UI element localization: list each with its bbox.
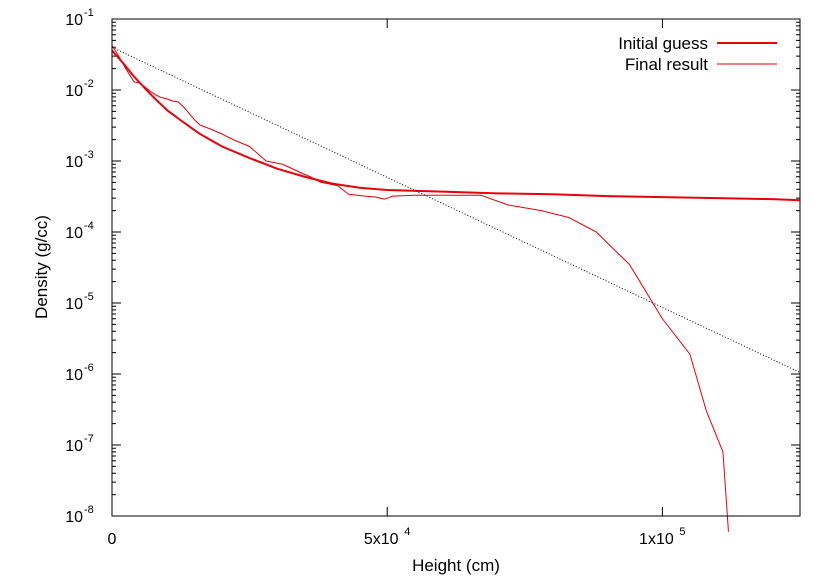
y-tick-exponent: -6 xyxy=(84,362,94,374)
legend-label: Final result xyxy=(625,55,708,74)
tick-marks xyxy=(111,18,800,517)
legend-label: Initial guess xyxy=(618,34,708,53)
y-tick-label: 10 -7 xyxy=(65,433,94,455)
y-tick-label: 10 -6 xyxy=(65,362,94,384)
x-tick-label: 1x10 5 xyxy=(639,526,685,548)
series-line-initial-guess xyxy=(111,49,801,202)
y-tick-exponent: -3 xyxy=(84,149,94,161)
series-line-final-result xyxy=(111,45,729,532)
y-tick-label: 10 -4 xyxy=(65,220,94,242)
y-tick-exponent: -4 xyxy=(84,220,94,232)
y-tick-base: 10 xyxy=(65,438,83,455)
x-tick-exponent: 5 xyxy=(679,526,685,538)
y-tick-exponent: -7 xyxy=(84,433,94,445)
legend: Initial guess Final result xyxy=(618,34,777,74)
x-tick-base: 1x10 xyxy=(639,531,674,548)
y-tick-label: 10 -5 xyxy=(65,291,94,313)
y-tick-label: 10 -2 xyxy=(65,78,94,100)
x-tick-base: 5x10 xyxy=(364,531,399,548)
y-tick-label: 10 -3 xyxy=(65,149,94,171)
tick-labels: 10 -810 -710 -610 -510 -410 -310 -210 -10 5x10 4 1x… xyxy=(65,7,685,548)
y-tick-exponent: -8 xyxy=(84,504,94,516)
plot-frame xyxy=(111,18,801,517)
x-tick-label: 0 xyxy=(108,531,117,548)
x-tick-label: 5x10 4 xyxy=(364,526,410,548)
y-tick-exponent: -2 xyxy=(84,78,94,90)
y-tick-base: 10 xyxy=(65,154,83,171)
y-tick-exponent: -5 xyxy=(84,291,94,303)
series-line-reference xyxy=(111,46,801,373)
y-tick-base: 10 xyxy=(65,225,83,242)
y-tick-base: 10 xyxy=(65,367,83,384)
plot-area xyxy=(112,19,800,516)
y-tick-base: 10 xyxy=(65,12,83,29)
y-tick-label: 10 -1 xyxy=(65,7,94,29)
y-tick-base: 10 xyxy=(65,296,83,313)
y-tick-label: 10 -8 xyxy=(65,504,94,526)
y-tick-base: 10 xyxy=(65,509,83,526)
x-tick-exponent: 4 xyxy=(404,526,410,538)
y-tick-base: 10 xyxy=(65,83,83,100)
x-tick-base: 0 xyxy=(108,531,117,548)
y-tick-exponent: -1 xyxy=(84,7,94,19)
y-axis-label: Density (g/cc) xyxy=(32,215,51,319)
x-axis-label: Height (cm) xyxy=(412,556,500,575)
series-layer xyxy=(111,45,801,532)
